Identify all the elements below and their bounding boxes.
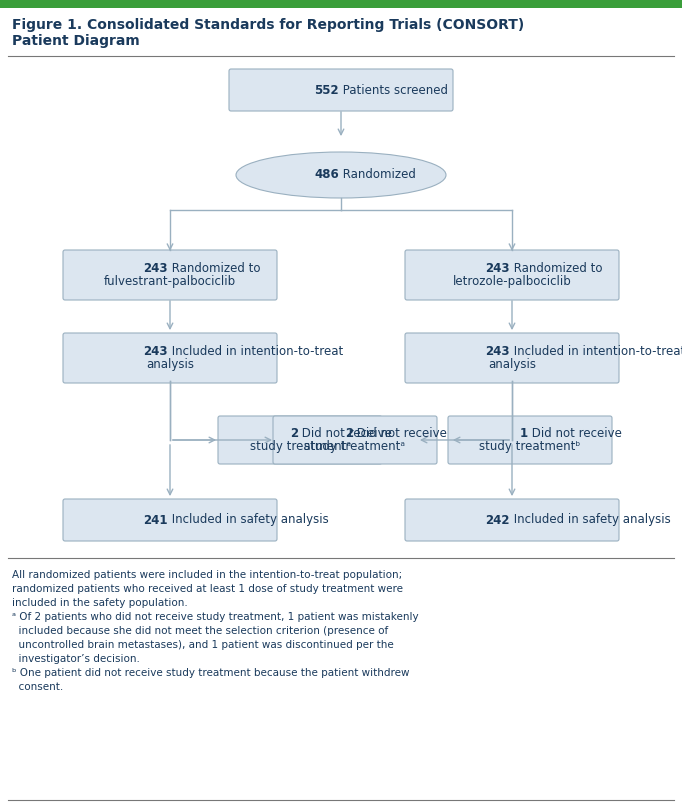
Text: analysis: analysis xyxy=(488,358,536,371)
Text: Patient Diagram: Patient Diagram xyxy=(12,34,140,48)
FancyBboxPatch shape xyxy=(229,69,453,111)
Text: Included in safety analysis: Included in safety analysis xyxy=(168,514,329,526)
Text: 486: 486 xyxy=(314,168,339,181)
Text: 243: 243 xyxy=(143,345,168,358)
Text: 2: 2 xyxy=(345,427,353,440)
Text: Randomized to: Randomized to xyxy=(168,262,261,275)
Text: 241: 241 xyxy=(143,514,168,526)
FancyBboxPatch shape xyxy=(63,250,277,300)
Text: Figure 1. Consolidated Standards for Reporting Trials (CONSORT): Figure 1. Consolidated Standards for Rep… xyxy=(12,18,524,32)
Text: ᵃ Of 2 patients who did not receive study treatment, 1 patient was mistakenly: ᵃ Of 2 patients who did not receive stud… xyxy=(12,612,419,622)
Text: Included in intention-to-treat: Included in intention-to-treat xyxy=(510,345,682,358)
FancyBboxPatch shape xyxy=(448,416,612,464)
Text: 243: 243 xyxy=(143,262,168,275)
Ellipse shape xyxy=(236,152,446,198)
Text: 1: 1 xyxy=(520,427,528,440)
FancyBboxPatch shape xyxy=(405,333,619,383)
Text: 552: 552 xyxy=(314,83,339,96)
Text: 243: 243 xyxy=(486,262,510,275)
FancyBboxPatch shape xyxy=(405,250,619,300)
Text: fulvestrant-palbociclib: fulvestrant-palbociclib xyxy=(104,275,236,288)
Text: Did not receive: Did not receive xyxy=(298,427,392,440)
Text: study treatmentᵃ: study treatmentᵃ xyxy=(304,440,406,453)
Text: uncontrolled brain metastases), and 1 patient was discontinued per the: uncontrolled brain metastases), and 1 pa… xyxy=(12,640,394,650)
Text: study treatmentᵃ: study treatmentᵃ xyxy=(250,440,351,453)
Text: 243: 243 xyxy=(486,345,510,358)
FancyBboxPatch shape xyxy=(405,499,619,541)
Text: study treatmentᵇ: study treatmentᵇ xyxy=(479,440,580,453)
Text: letrozole-palbociclib: letrozole-palbociclib xyxy=(453,275,572,288)
FancyBboxPatch shape xyxy=(63,333,277,383)
FancyBboxPatch shape xyxy=(218,416,382,464)
FancyBboxPatch shape xyxy=(63,499,277,541)
Text: Did not receive: Did not receive xyxy=(528,427,622,440)
Text: Patients screened: Patients screened xyxy=(339,83,448,96)
Bar xyxy=(0,0,682,8)
Text: consent.: consent. xyxy=(12,682,63,692)
Text: Included in safety analysis: Included in safety analysis xyxy=(510,514,671,526)
Text: Randomized to: Randomized to xyxy=(510,262,602,275)
Text: investigator’s decision.: investigator’s decision. xyxy=(12,654,140,664)
Text: 242: 242 xyxy=(486,514,510,526)
Text: Did not receive: Did not receive xyxy=(353,427,447,440)
Text: ᵇ One patient did not receive study treatment because the patient withdrew: ᵇ One patient did not receive study trea… xyxy=(12,668,409,678)
Text: Randomized: Randomized xyxy=(339,168,416,181)
Text: All randomized patients were included in the intention-to-treat population;: All randomized patients were included in… xyxy=(12,570,402,580)
Text: randomized patients who received at least 1 dose of study treatment were: randomized patients who received at leas… xyxy=(12,584,403,594)
Text: 2: 2 xyxy=(290,427,298,440)
Text: analysis: analysis xyxy=(146,358,194,371)
Text: included in the safety population.: included in the safety population. xyxy=(12,598,188,608)
Text: Included in intention-to-treat: Included in intention-to-treat xyxy=(168,345,343,358)
Text: included because she did not meet the selection criterion (presence of: included because she did not meet the se… xyxy=(12,626,388,636)
FancyBboxPatch shape xyxy=(273,416,437,464)
